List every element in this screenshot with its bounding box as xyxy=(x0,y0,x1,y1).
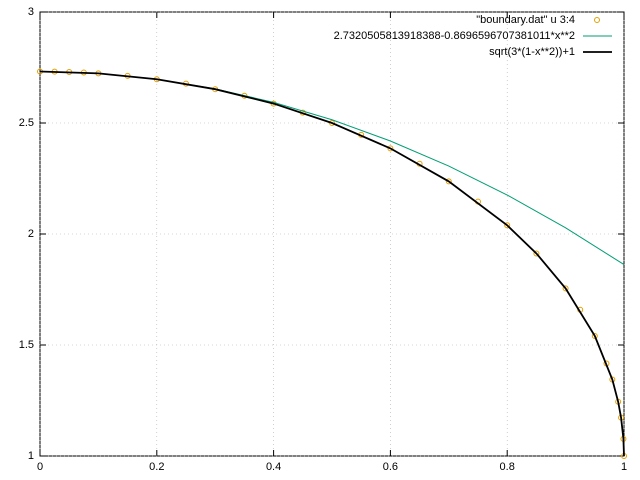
data-point xyxy=(387,145,394,152)
data-point xyxy=(504,222,511,229)
y-tick-label: 1.5 xyxy=(19,339,34,351)
data-line xyxy=(39,70,625,265)
legend-symbol xyxy=(594,17,600,23)
legend-label: sqrt(3*(1-x**2))+1 xyxy=(489,46,575,58)
y-tick-label: 2.5 xyxy=(19,117,34,129)
data-point xyxy=(562,285,569,292)
data-line xyxy=(39,70,625,457)
x-tick-label: 0.6 xyxy=(383,461,398,473)
y-tick-label: 2 xyxy=(28,228,34,240)
data-point xyxy=(533,250,540,257)
x-tick-label: 0.4 xyxy=(266,461,281,473)
legend-label: 2.7320505813918388-0.8696596707381011*x*… xyxy=(334,30,575,42)
x-tick-label: 0.8 xyxy=(500,461,515,473)
data-point xyxy=(591,332,598,339)
data-point xyxy=(445,178,452,185)
x-tick-label: 0.2 xyxy=(149,461,164,473)
x-tick-label: 1 xyxy=(621,461,627,473)
legend-label: "boundary.dat" u 3:4 xyxy=(476,14,575,26)
x-tick-label: 0 xyxy=(37,461,43,473)
y-tick-label: 3 xyxy=(28,6,34,18)
y-tick-label: 1 xyxy=(28,450,34,462)
